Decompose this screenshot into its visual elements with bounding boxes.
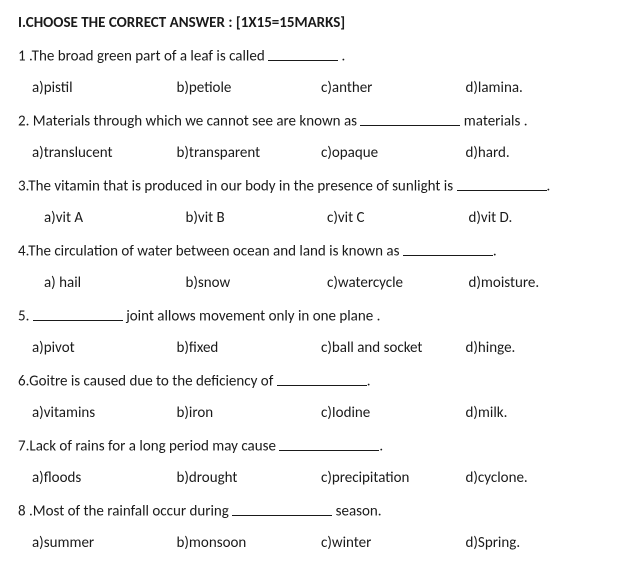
question-post-text: joint allows movement only in one plane … — [123, 308, 381, 326]
question: 6.Goitre is caused due to the deficiency… — [18, 371, 610, 422]
option: a) hail — [30, 274, 186, 292]
question-post-text: . — [367, 373, 371, 391]
option: a)vitamins — [18, 404, 177, 422]
question-text: 7.Lack of rains for a long period may ca… — [18, 436, 610, 457]
question: 3.The vitamin that is produced in our bo… — [18, 176, 610, 227]
questions-container: 1 .The broad green part of a leaf is cal… — [18, 46, 610, 552]
option: c)Iodine — [321, 404, 466, 422]
option: b)transparent — [177, 144, 322, 162]
question-pre-text: Goitre is caused due to the deficiency o… — [29, 373, 277, 391]
options-row: a)translucentb)transparentc)opaqued)hard… — [18, 144, 610, 162]
question: 4.The circulation of water between ocean… — [18, 241, 610, 292]
option: a)summer — [18, 534, 177, 552]
question-number: 1 . — [18, 48, 32, 66]
question-post-text: . — [493, 243, 497, 261]
options-row: a)pistilb)petiolec)antherd)lamina. — [18, 79, 610, 97]
option: b)fixed — [177, 339, 322, 357]
question-post-text: . — [338, 48, 345, 66]
option: a)pivot — [18, 339, 177, 357]
fill-blank — [33, 306, 123, 321]
question-pre-text: Lack of rains for a long period may caus… — [29, 438, 279, 456]
section-heading: I.CHOOSE THE CORRECT ANSWER : [1X15=15MA… — [18, 14, 610, 32]
option: b)vit B — [186, 209, 328, 227]
option: b)drought — [177, 469, 322, 487]
option: b)iron — [177, 404, 322, 422]
question-post-text: . — [547, 178, 551, 196]
options-row: a)pivotb)fixedc)ball and socketd)hinge. — [18, 339, 610, 357]
question-number: 4. — [18, 243, 28, 261]
question-post-text: materials . — [460, 113, 527, 131]
option: a)translucent — [18, 144, 177, 162]
fill-blank — [279, 436, 379, 451]
option: a)floods — [18, 469, 177, 487]
fill-blank — [268, 46, 338, 61]
fill-blank — [232, 501, 332, 516]
question-pre-text: Most of the rainfall occur during — [33, 503, 232, 521]
question-text: 5. joint allows movement only in one pla… — [18, 306, 610, 327]
fill-blank — [277, 371, 367, 386]
question-pre-text: The vitamin that is produced in our body… — [28, 178, 456, 196]
question-text: 4.The circulation of water between ocean… — [18, 241, 610, 262]
option: d)vit D. — [469, 209, 611, 227]
options-row: a)vit Ab)vit Bc)vit Cd)vit D. — [18, 209, 610, 227]
option: c)vit C — [327, 209, 469, 227]
question-pre-text: The circulation of water between ocean a… — [28, 243, 403, 261]
question-number: 2. — [18, 113, 29, 131]
option: a)pistil — [18, 79, 177, 97]
question-text: 2. Materials through which we cannot see… — [18, 111, 610, 132]
question: 2. Materials through which we cannot see… — [18, 111, 610, 162]
question-post-text: . — [379, 438, 383, 456]
option: d)lamina. — [466, 79, 611, 97]
question-text: 1 .The broad green part of a leaf is cal… — [18, 46, 610, 67]
option: b)monsoon — [177, 534, 322, 552]
question-text: 3.The vitamin that is produced in our bo… — [18, 176, 610, 197]
question-pre-text: The broad green part of a leaf is called — [32, 48, 268, 66]
question: 8 .Most of the rainfall occur during sea… — [18, 501, 610, 552]
option: d)Spring. — [466, 534, 611, 552]
option: b)petiole — [177, 79, 322, 97]
options-row: a)vitaminsb)ironc)Iodined)milk. — [18, 404, 610, 422]
option: c)precipitation — [321, 469, 466, 487]
question-number: 7. — [18, 438, 29, 456]
question: 5. joint allows movement only in one pla… — [18, 306, 610, 357]
option: c)anther — [321, 79, 466, 97]
options-row: a)summerb)monsoonc)winterd)Spring. — [18, 534, 610, 552]
question: 1 .The broad green part of a leaf is cal… — [18, 46, 610, 97]
option: d)moisture. — [469, 274, 611, 292]
question-number: 5. — [18, 308, 29, 326]
options-row: a) hailb)snowc)watercycled)moisture. — [18, 274, 610, 292]
option: c)winter — [321, 534, 466, 552]
option: d)hard. — [466, 144, 611, 162]
options-row: a)floodsb)droughtc)precipitationd)cyclon… — [18, 469, 610, 487]
option: d)hinge. — [466, 339, 611, 357]
question-text: 6.Goitre is caused due to the deficiency… — [18, 371, 610, 392]
question-number: 6. — [18, 373, 29, 391]
question: 7.Lack of rains for a long period may ca… — [18, 436, 610, 487]
option: c)ball and socket — [321, 339, 466, 357]
option: c)opaque — [321, 144, 466, 162]
fill-blank — [403, 241, 493, 256]
fill-blank — [457, 176, 547, 191]
option: d)milk. — [466, 404, 611, 422]
option: b)snow — [186, 274, 328, 292]
fill-blank — [360, 111, 460, 126]
option: a)vit A — [30, 209, 186, 227]
question-number: 3. — [18, 178, 28, 196]
question-post-text: season. — [332, 503, 381, 521]
option: d)cyclone. — [466, 469, 611, 487]
question-pre-text: Materials through which we cannot see ar… — [29, 113, 360, 131]
question-text: 8 .Most of the rainfall occur during sea… — [18, 501, 610, 522]
option: c)watercycle — [327, 274, 469, 292]
question-number: 8 . — [18, 503, 33, 521]
